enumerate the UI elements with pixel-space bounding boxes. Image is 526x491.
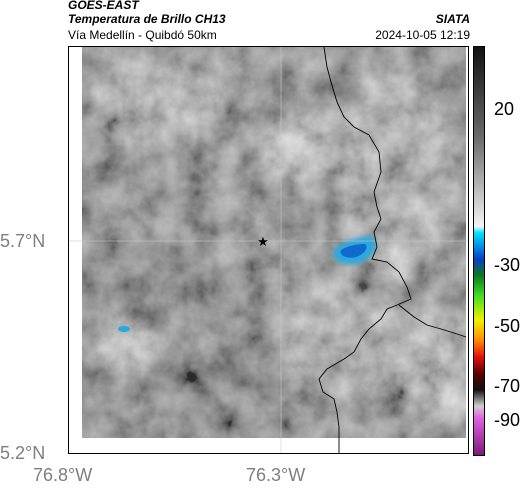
colorbar — [473, 46, 485, 456]
colorbar-tick-minus90: -90 — [494, 410, 521, 430]
timestamp: 2024-10-05 12:19 — [375, 28, 470, 42]
brand-label: SIATA — [435, 12, 470, 26]
lon-label-2: 76.3°W — [246, 465, 306, 485]
region-label: Vía Medellín - Quibdó 50km — [68, 28, 217, 42]
colorbar-tick-minus50: -50 — [494, 316, 521, 336]
star-icon[interactable]: ★ — [257, 235, 269, 250]
brightness-temperature-image: ★ — [69, 47, 468, 453]
product-source: GOES-EAST — [68, 0, 139, 12]
colorbar-tick-minus70: -70 — [494, 376, 521, 396]
cold-cloud-cell — [333, 236, 376, 265]
satellite-map[interactable]: ★ — [68, 46, 469, 454]
product-title: Temperatura de Brillo CH13 — [68, 12, 226, 26]
small-cold-cloud — [118, 326, 130, 332]
lat-label-2: 5.2°N — [0, 443, 46, 463]
colorbar-gradient — [474, 47, 484, 455]
department-border — [318, 47, 467, 453]
colorbar-tick-20: 20 — [494, 99, 515, 119]
colorbar-tick-minus30: -30 — [494, 255, 521, 275]
lat-label-1: 5.7°N — [0, 231, 46, 251]
lon-label-1: 76.8°W — [33, 465, 93, 485]
